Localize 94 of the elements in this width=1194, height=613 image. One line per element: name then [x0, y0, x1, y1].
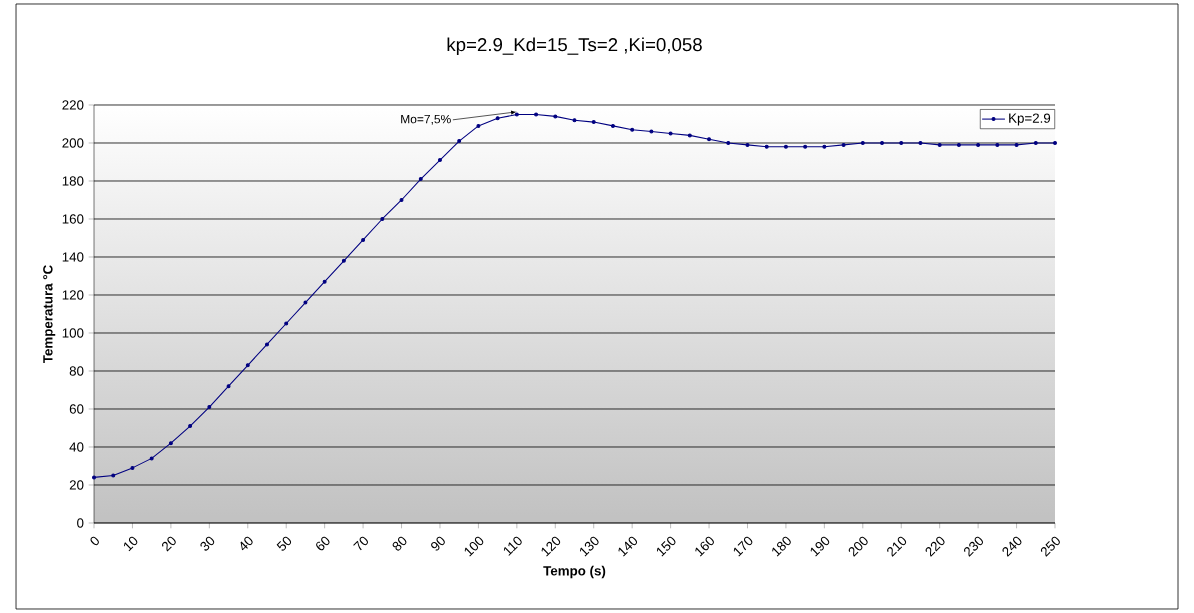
legend-label: Kp=2.9	[1009, 113, 1051, 126]
x-tick-label: 240	[1002, 536, 1022, 557]
x-tick-label: 50	[276, 536, 292, 551]
point	[111, 473, 116, 478]
x-tick-label: 190	[810, 536, 830, 557]
point	[995, 142, 1000, 147]
x-tick-label: 210	[887, 536, 907, 557]
y-tick-label: 0	[77, 518, 84, 528]
x-tick-label: 110	[503, 536, 522, 556]
x-tick-label: 200	[848, 536, 868, 557]
chart-title: kp=2.9_Kd=15_Ts=2 ,Ki=0,058	[447, 37, 702, 55]
point	[726, 140, 731, 145]
x-tick-label: 30	[200, 536, 215, 551]
point	[457, 139, 462, 144]
point	[956, 142, 961, 147]
x-tick-label: 0	[90, 536, 99, 546]
point	[534, 112, 539, 117]
point	[783, 144, 788, 149]
point	[899, 140, 904, 145]
x-tick-label: 80	[392, 536, 407, 551]
point	[380, 216, 385, 221]
point	[284, 321, 289, 326]
point	[841, 142, 846, 147]
point	[437, 158, 442, 163]
x-tick-label: 180	[772, 536, 791, 557]
point	[1014, 142, 1019, 147]
point	[610, 123, 615, 128]
y-tick-label: 160	[62, 214, 84, 224]
point	[168, 441, 173, 446]
point	[188, 424, 193, 429]
point	[880, 140, 885, 145]
point	[341, 258, 346, 263]
point	[860, 140, 865, 145]
point	[149, 456, 154, 461]
x-tick-label: 120	[541, 536, 561, 557]
point	[361, 237, 366, 242]
y-tick-label: 20	[69, 480, 84, 490]
annotation: Mo=7,5%	[401, 114, 451, 125]
x-tick-label: 10	[124, 536, 138, 552]
point	[245, 363, 250, 368]
point	[553, 114, 558, 119]
x-tick-label: 250	[1040, 536, 1060, 557]
point	[630, 127, 635, 132]
y-tick-label: 40	[69, 442, 84, 452]
y-tick-label: 100	[62, 328, 84, 338]
point	[418, 177, 423, 182]
point	[976, 142, 981, 147]
x-tick-label: 130	[580, 536, 599, 557]
y-tick-label: 140	[62, 252, 84, 262]
point	[226, 384, 231, 389]
point	[130, 465, 135, 470]
y-tick-label: 120	[62, 290, 84, 300]
point	[399, 197, 404, 202]
x-tick-label: 70	[353, 536, 368, 551]
y-tick-label: 180	[62, 176, 84, 186]
x-tick-label: 220	[925, 536, 945, 557]
point	[322, 279, 327, 284]
point	[303, 300, 308, 305]
y-tick-label: 80	[69, 366, 84, 376]
point	[572, 118, 577, 123]
y-axis-title: Temperatura °C	[43, 265, 56, 364]
x-tick-label: 60	[316, 536, 330, 551]
point	[92, 475, 97, 480]
point	[495, 116, 500, 121]
x-tick-label: 140	[618, 536, 638, 557]
point	[591, 120, 596, 125]
point	[822, 144, 827, 149]
point	[476, 123, 481, 128]
y-tick-label: 220	[62, 100, 84, 110]
x-tick-label: 160	[695, 536, 714, 557]
point	[514, 112, 519, 117]
x-tick-label: 170	[733, 536, 753, 557]
point	[649, 129, 654, 134]
x-tick-label: 100	[464, 536, 484, 557]
point	[1033, 140, 1038, 145]
x-tick-label: 150	[656, 536, 676, 557]
point	[207, 405, 212, 410]
x-tick-label: 230	[964, 536, 984, 557]
point	[918, 140, 923, 145]
x-tick-label: 90	[431, 536, 445, 551]
point	[264, 342, 269, 347]
point	[1053, 140, 1058, 145]
y-tick-label: 200	[62, 138, 84, 148]
point	[668, 131, 673, 136]
x-tick-label: 40	[240, 536, 253, 551]
point	[707, 137, 712, 142]
point	[745, 142, 750, 147]
y-tick-label: 60	[69, 404, 84, 414]
x-tick-label: 20	[162, 536, 176, 552]
x-axis-title: Tempo (s)	[543, 565, 606, 579]
point	[687, 133, 692, 138]
point	[803, 144, 808, 149]
point	[764, 144, 769, 149]
point	[937, 142, 942, 147]
